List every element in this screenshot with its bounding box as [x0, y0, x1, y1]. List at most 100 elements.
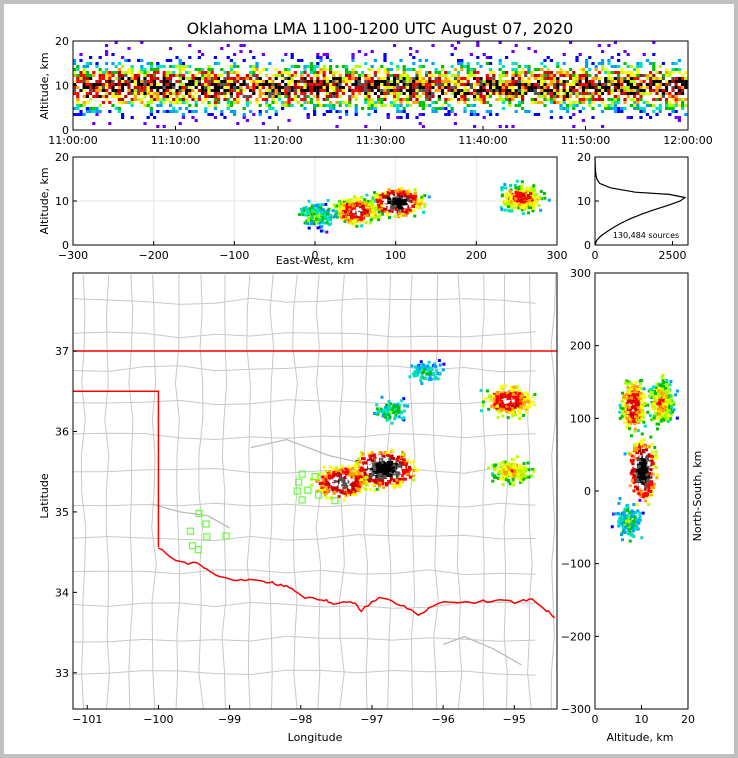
time-altitude-cell	[351, 86, 355, 89]
east-west-cell	[503, 182, 507, 186]
plan-view-cell	[353, 481, 357, 485]
time-altitude-cell	[556, 62, 560, 65]
time-altitude-cell	[556, 89, 560, 92]
east-west-cell	[319, 210, 323, 214]
time-altitude-cell	[370, 68, 374, 71]
east-west-cell	[319, 212, 323, 216]
time-altitude-cell	[466, 68, 470, 71]
time-altitude-cell	[124, 86, 128, 89]
time-altitude-cell	[226, 71, 230, 74]
time-altitude-cell	[101, 77, 105, 80]
time-altitude-cell	[329, 95, 333, 98]
time-altitude-cell	[130, 86, 134, 89]
time-altitude-cell	[284, 77, 288, 80]
time-altitude-cell	[236, 83, 240, 86]
time-altitude-cell	[101, 95, 105, 98]
time-altitude-cell	[245, 89, 249, 92]
east-west-cell	[392, 205, 396, 209]
time-altitude-cell	[300, 104, 304, 107]
time-altitude-cell	[514, 80, 518, 83]
time-altitude-cell	[277, 89, 281, 92]
time-altitude-cell	[322, 68, 326, 71]
time-altitude-cell	[265, 89, 269, 92]
time-altitude-cell	[130, 80, 134, 83]
time-altitude-cell	[597, 62, 601, 65]
east-west-cell	[325, 219, 329, 223]
plan-view-cell	[396, 458, 400, 462]
east-west-cell	[299, 207, 303, 211]
time-altitude-cell	[197, 98, 201, 101]
time-altitude-cell	[268, 95, 272, 98]
time-altitude-cell	[549, 74, 553, 77]
time-altitude-cell	[479, 65, 483, 68]
time-altitude-cell	[636, 104, 640, 107]
time-altitude-cell	[303, 83, 307, 86]
time-altitude-cell	[466, 98, 470, 101]
time-altitude-cell	[588, 89, 592, 92]
time-altitude-cell	[79, 53, 83, 56]
time-altitude-cell	[153, 77, 157, 80]
time-altitude-cell	[284, 74, 288, 77]
time-altitude-cell	[226, 107, 230, 110]
time-altitude-cell	[303, 86, 307, 89]
time-altitude-cell	[149, 101, 153, 104]
time-altitude-cell	[623, 77, 627, 80]
east-west-cell	[383, 204, 387, 208]
east-west-altitude-ylabel: Altitude, km	[38, 167, 51, 234]
time-altitude-cell	[425, 80, 429, 83]
time-altitude-cell	[351, 71, 355, 74]
east-west-cell	[522, 206, 526, 210]
time-altitude-cell	[133, 92, 137, 95]
time-altitude-cell	[185, 107, 189, 110]
time-altitude-cell	[233, 65, 237, 68]
time-altitude-cell	[377, 68, 381, 71]
plan-view-cell	[340, 475, 344, 479]
east-west-cell	[411, 204, 415, 208]
east-west-cell	[350, 210, 354, 214]
plan-view-cell	[390, 472, 394, 476]
time-altitude-cell	[636, 83, 640, 86]
time-altitude-cell	[569, 68, 573, 71]
time-altitude-cell	[348, 95, 352, 98]
plan-view-cell	[394, 462, 398, 466]
time-altitude-cell	[597, 104, 601, 107]
time-altitude-cell	[511, 98, 515, 101]
time-altitude-cell	[437, 86, 441, 89]
east-west-cell	[316, 204, 320, 208]
time-altitude-cell	[501, 101, 505, 104]
time-altitude-cell	[370, 65, 374, 68]
time-altitude-cell	[671, 86, 675, 89]
east-west-cell	[342, 206, 346, 210]
time-altitude-cell	[533, 74, 537, 77]
time-altitude-cell	[185, 71, 189, 74]
time-altitude-cell	[578, 74, 582, 77]
time-altitude-cell	[149, 74, 153, 77]
plan-view-cell	[382, 478, 386, 482]
time-altitude-cell	[105, 86, 109, 89]
time-altitude-cell	[210, 95, 214, 98]
time-altitude-cell	[521, 101, 525, 104]
time-altitude-cell	[361, 74, 365, 77]
time-altitude-cell	[357, 65, 361, 68]
time-altitude-cell	[639, 74, 643, 77]
time-altitude-ytick-label: 10	[55, 80, 69, 93]
time-altitude-cell	[594, 95, 598, 98]
time-altitude-cell	[636, 107, 640, 110]
east-west-cell	[350, 218, 354, 222]
time-altitude-cell	[207, 74, 211, 77]
time-altitude-cell	[143, 92, 147, 95]
time-altitude-cell	[562, 98, 566, 101]
plan-view-cell	[401, 462, 405, 466]
time-altitude-cell	[117, 92, 121, 95]
time-altitude-cell	[220, 77, 224, 80]
plan-view-cell	[368, 488, 372, 492]
time-altitude-cell	[501, 89, 505, 92]
time-altitude-cell	[281, 80, 285, 83]
east-west-cell	[377, 204, 381, 208]
time-altitude-cell	[402, 89, 406, 92]
time-altitude-cell	[623, 101, 627, 104]
time-altitude-cell	[345, 65, 349, 68]
time-altitude-cell	[399, 83, 403, 86]
east-west-cell	[500, 188, 504, 192]
time-altitude-cell	[681, 83, 685, 86]
